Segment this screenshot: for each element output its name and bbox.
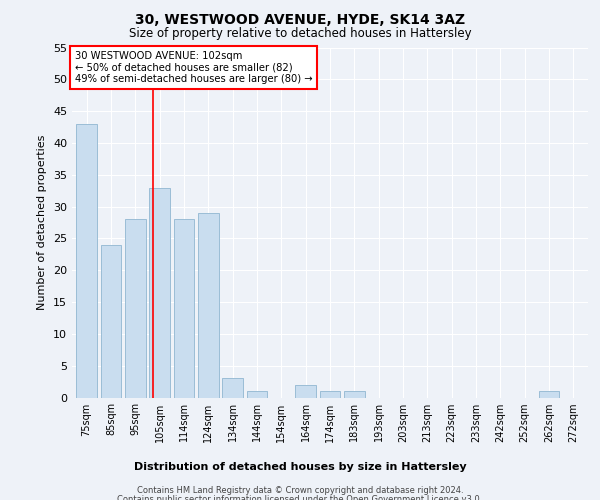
Text: 30 WESTWOOD AVENUE: 102sqm
← 50% of detached houses are smaller (82)
49% of semi: 30 WESTWOOD AVENUE: 102sqm ← 50% of deta… [74,51,312,84]
Bar [198,213,218,398]
Y-axis label: Number of detached properties: Number of detached properties [37,135,47,310]
Bar [173,220,194,398]
Bar [295,385,316,398]
Bar [539,391,559,398]
Text: Contains public sector information licensed under the Open Government Licence v3: Contains public sector information licen… [118,495,482,500]
Bar [344,391,365,398]
Bar [247,391,268,398]
Bar [320,391,340,398]
Text: 30, WESTWOOD AVENUE, HYDE, SK14 3AZ: 30, WESTWOOD AVENUE, HYDE, SK14 3AZ [135,12,465,26]
Text: Distribution of detached houses by size in Hattersley: Distribution of detached houses by size … [134,462,466,472]
Bar [222,378,243,398]
Text: Contains HM Land Registry data © Crown copyright and database right 2024.: Contains HM Land Registry data © Crown c… [137,486,463,495]
Bar [76,124,97,398]
Text: Size of property relative to detached houses in Hattersley: Size of property relative to detached ho… [128,28,472,40]
Bar [101,245,121,398]
Bar [125,220,146,398]
Bar [149,188,170,398]
